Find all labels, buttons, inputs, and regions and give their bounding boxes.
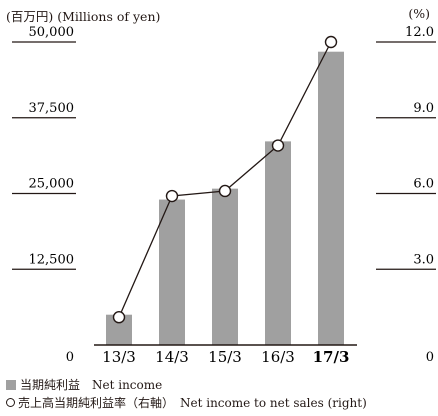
legend-swatch-bar [6, 379, 16, 390]
data-point [218, 184, 232, 198]
x-axis-tick-label: 16/3 [261, 348, 295, 366]
x-axis-tick-label: 17/3 [313, 348, 350, 366]
data-point [112, 311, 126, 324]
right-axis-tick-label: 3.0 [413, 252, 434, 267]
legend-marker-circle [6, 398, 15, 407]
x-axis-tick-label: 15/3 [208, 348, 242, 366]
right-axis-tick-label: 6.0 [413, 177, 434, 192]
right-axis-tick-label: 12.0 [405, 25, 434, 40]
data-point [165, 189, 179, 203]
bar [318, 51, 344, 346]
data-point [324, 35, 338, 49]
data-point [271, 139, 285, 152]
legend-label-net-income-ratio: 売上高当期純利益率（右軸） Net income to net sales (r… [18, 396, 367, 410]
right-axis-tick-label: 9.0 [413, 101, 434, 116]
x-axis-tick-label: 14/3 [155, 348, 189, 366]
right-axis-unit-label: (%) [408, 6, 430, 21]
bar [265, 141, 291, 345]
left-axis-tick-label: 37,500 [29, 101, 75, 116]
left-axis-tick-label: 12,500 [29, 252, 75, 267]
left-axis-tick-label: 50,000 [29, 25, 75, 40]
left-axis-tick-label: 0 [66, 350, 74, 365]
right-axis-tick-label: 0 [426, 350, 434, 365]
left-axis-unit-label: (百万円) (Millions of yen) [6, 9, 161, 24]
x-axis-tick-label: 13/3 [102, 348, 136, 366]
bar [212, 188, 238, 345]
legend-item-net-income-ratio: 売上高当期純利益率（右軸） Net income to net sales (r… [6, 394, 367, 411]
left-axis-tick-label: 25,000 [29, 177, 75, 192]
legend-label-net-income: 当期純利益 Net income [20, 378, 163, 392]
legend-item-net-income: 当期純利益 Net income [6, 376, 162, 393]
bar [159, 199, 185, 345]
